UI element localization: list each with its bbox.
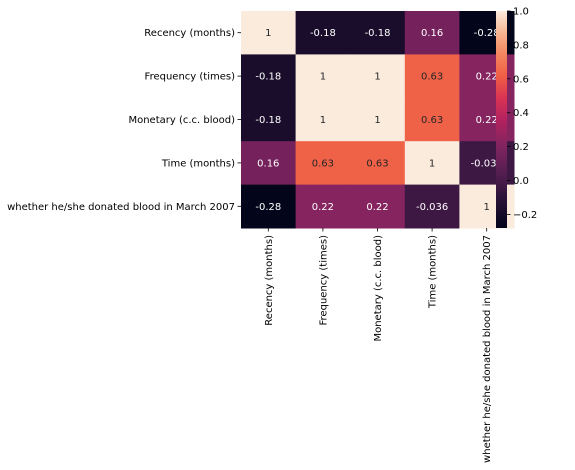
heatmap-cell (350, 54, 406, 99)
cell-annotation: 1 (429, 158, 435, 169)
cell-annotation: -0.28 (255, 202, 281, 213)
x-tick-label: Time (months) (428, 235, 439, 309)
y-tick-label: Frequency (times) (145, 72, 236, 83)
heatmap-cell (350, 11, 406, 55)
cell-annotation: 0.16 (421, 28, 443, 39)
heatmap-cell (404, 141, 460, 186)
cell-annotation: 0.16 (257, 158, 279, 169)
cell-annotation: -0.18 (255, 115, 281, 126)
y-tick-label: whether he/she donated blood in March 20… (7, 202, 235, 213)
cell-annotation: 1 (374, 72, 380, 83)
colorbar-tick-label: 1.0 (513, 7, 529, 18)
y-tick-label: Time (months) (161, 158, 235, 169)
heatmap-cell (295, 11, 351, 55)
colorbar: 1.0 0.8 0.6 0.4 0.2 0.0 −0.2 (496, 7, 537, 228)
cell-annotation: 0.22 (366, 202, 388, 213)
colorbar-tick-label: −0.2 (513, 210, 537, 221)
colorbar-gradient (496, 11, 507, 228)
colorbar-tick-label: 0.8 (513, 40, 529, 51)
x-tick-label: Recency (months) (264, 235, 275, 326)
colorbar-tick-label: 0.4 (513, 108, 529, 119)
heatmap-cell (350, 184, 406, 229)
colorbar-tick-label: 0.0 (513, 176, 529, 187)
cell-annotation: 1 (484, 202, 490, 213)
heatmap-cell (241, 184, 297, 229)
cell-annotation: 0.63 (312, 158, 334, 169)
cell-annotation: 1 (374, 115, 380, 126)
cell-annotation: 1 (265, 28, 271, 39)
cell-annotation: -0.036 (471, 158, 503, 169)
column-labels: Recency (months) Frequency (times) Monetar… (264, 228, 493, 463)
heatmap-cell (404, 184, 460, 229)
cell-annotation: -0.18 (365, 28, 391, 39)
heatmap-cell (295, 141, 351, 186)
cell-annotation: 0.22 (476, 115, 498, 126)
cell-annotation: 0.22 (312, 202, 334, 213)
heatmap-cell (350, 141, 406, 186)
cell-annotation: 0.63 (366, 158, 388, 169)
colorbar-tick-label: 0.6 (513, 74, 529, 85)
cell-annotation: -0.18 (310, 28, 336, 39)
cell-annotation: 0.63 (421, 115, 443, 126)
cell-annotation: -0.18 (255, 72, 281, 83)
heatmap-cell (241, 141, 297, 186)
heatmap-cell (241, 54, 297, 99)
x-tick-label: Monetary (c.c. blood) (373, 235, 384, 342)
cell-annotation: 1 (320, 72, 326, 83)
cell-annotation: 0.22 (476, 72, 498, 83)
cell-annotation: 0.63 (421, 72, 443, 83)
colorbar-tick-label: 0.2 (513, 142, 529, 153)
heatmap-cell (295, 97, 351, 142)
heatmap-cell (404, 54, 460, 99)
heatmap-cell (295, 184, 351, 229)
heatmap-cell (241, 11, 297, 55)
heatmap-cell (241, 97, 297, 142)
heatmap-cells: 1 -0.18 -0.18 0.16 -0.28 -0.18 1 1 0.63 0.22 -0.18… (241, 11, 515, 229)
y-tick-label: Recency (months) (144, 28, 235, 39)
x-tick-label: Frequency (times) (318, 235, 329, 326)
heatmap-cell (404, 11, 460, 55)
heatmap-cell (350, 97, 406, 142)
heatmap-cell (295, 54, 351, 99)
cell-annotation: -0.28 (474, 28, 500, 39)
row-labels: Recency (months) Frequency (times) Monetar… (7, 28, 241, 213)
x-tick-label: whether he/she donated blood in March 20… (482, 235, 493, 463)
cell-annotation: 1 (320, 115, 326, 126)
cell-annotation: -0.036 (416, 202, 448, 213)
heatmap-cell (404, 97, 460, 142)
y-tick-label: Monetary (c.c. blood) (128, 115, 235, 126)
